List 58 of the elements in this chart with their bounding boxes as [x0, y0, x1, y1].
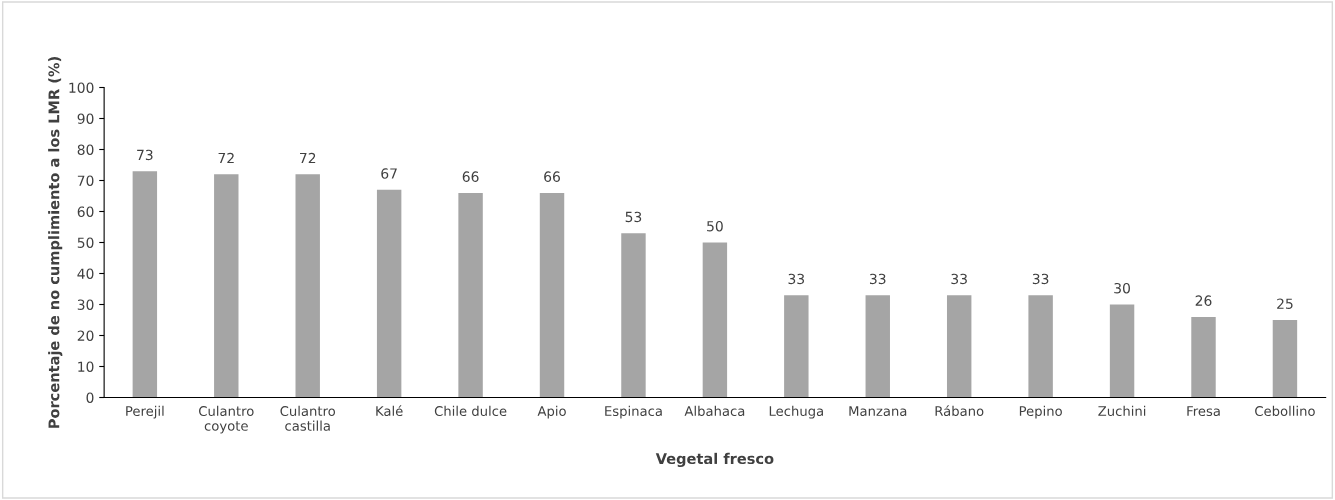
data-label: 25	[1277, 298, 1293, 309]
data-label: 33	[1032, 273, 1049, 285]
data-label: 30	[1114, 282, 1130, 294]
y-tick-label: 10	[78, 361, 94, 372]
y-tick-label: 20	[77, 330, 94, 341]
data-label: 72	[300, 152, 316, 164]
data-label: 33	[788, 273, 805, 285]
bar	[458, 192, 483, 398]
y-tick-label: 40	[77, 268, 94, 279]
bar	[132, 171, 158, 398]
data-label: 33	[951, 273, 967, 285]
data-label: 53	[625, 211, 642, 223]
y-tick-label: 0	[86, 392, 94, 403]
data-label: 33	[869, 273, 886, 285]
data-label: 72	[218, 152, 234, 164]
x-tick-label: Manzana	[849, 406, 907, 417]
bar	[1109, 304, 1135, 398]
bar	[621, 233, 646, 398]
x-tick-label: Lechuga	[769, 405, 823, 419]
bar	[295, 174, 320, 398]
y-tick-label: 80	[77, 144, 94, 155]
x-tick-label: Espinaca	[605, 405, 662, 419]
data-label: 50	[707, 220, 723, 232]
bar	[1272, 320, 1298, 398]
data-label: 66	[544, 171, 560, 182]
bar	[539, 192, 565, 398]
bar	[1191, 316, 1216, 398]
x-tick-label: Perejil	[126, 405, 164, 419]
x-axis-title: Vegetal fresco	[655, 452, 774, 468]
y-tick-label: 70	[77, 175, 94, 186]
x-tick-label: Rábano	[935, 405, 984, 417]
x-tick-label: Kalé	[376, 405, 403, 417]
y-tick-label: 50	[77, 237, 94, 248]
bar	[702, 242, 728, 398]
y-axis-title: Porcentaje de no cumplimiento a los LMR (%)	[48, 57, 63, 428]
x-tick-label: Zuchini	[1098, 405, 1146, 417]
bar	[865, 295, 890, 398]
x-tick-label: Fresa	[1187, 406, 1220, 417]
x-tick-label: Cebollino	[1255, 405, 1315, 417]
data-label: 26	[1195, 295, 1212, 306]
x-tick-label: Culantro castilla	[280, 405, 336, 431]
y-tick-label: 100	[69, 82, 94, 93]
bar	[214, 174, 239, 398]
x-tick-label: Pepino	[1019, 405, 1062, 419]
y-tick-label: 90	[77, 113, 94, 124]
data-label: 66	[462, 171, 479, 182]
data-label: 67	[381, 168, 397, 179]
bar	[946, 295, 972, 398]
bar	[784, 295, 809, 398]
y-tick-label: 60	[77, 206, 94, 217]
data-label: 73	[137, 149, 153, 161]
x-tick-label: Chile dulce	[434, 405, 507, 417]
x-tick-label: Apio	[537, 405, 566, 419]
bar	[376, 189, 402, 398]
x-tick-label: Albahaca	[684, 405, 745, 417]
y-tick-label: 30	[77, 299, 94, 310]
x-tick-label: Culantro coyote	[198, 405, 254, 434]
bar	[1028, 295, 1053, 398]
